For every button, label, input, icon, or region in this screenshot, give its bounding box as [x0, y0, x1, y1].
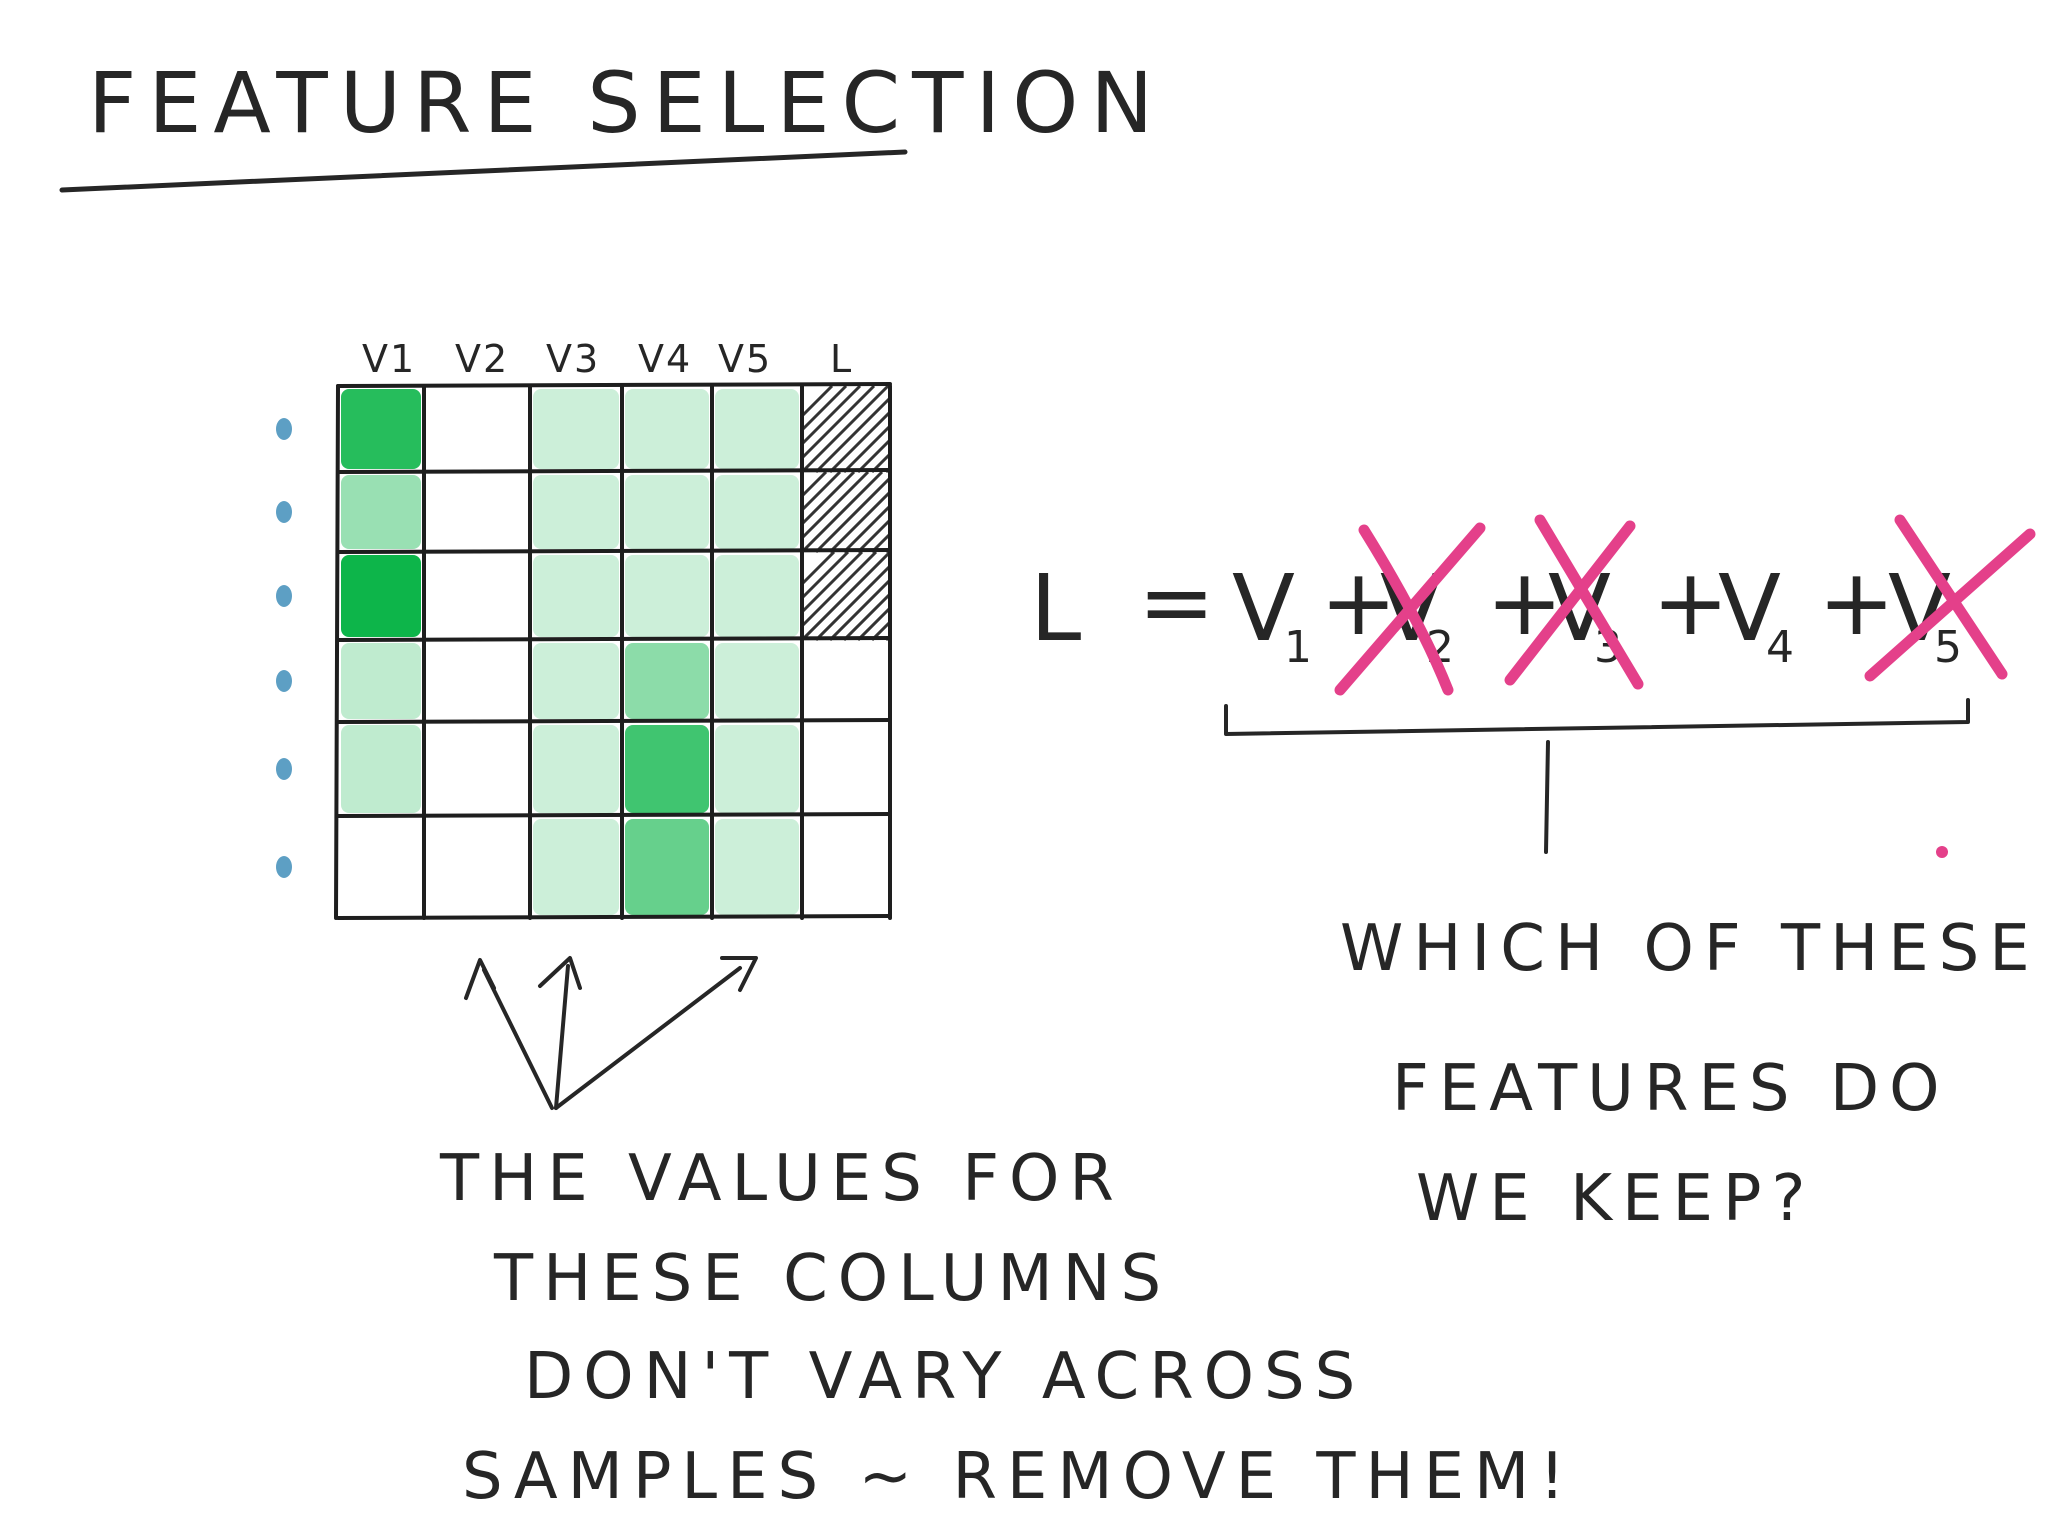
note-left-line-1: THE VALUES FOR [439, 1142, 1124, 1216]
label-hatching [800, 384, 892, 642]
row-marker-5 [276, 758, 292, 780]
matrix-cell-r4-v5 [715, 643, 799, 719]
arrowhead-v2-icon [464, 958, 496, 1000]
plus-4: + [1818, 549, 1899, 656]
grid-horizontal-line [336, 718, 892, 724]
term-v4-index: 4 [1766, 622, 1800, 673]
title-underline [59, 149, 908, 193]
note-right: WHICH OF THESE FEATURES DO WE KEEP? [1340, 912, 2040, 1236]
note-left-line-2: THESE COLUMNS [493, 1242, 1171, 1316]
matrix-cell-r3-v1 [341, 555, 421, 637]
column-header-v3: V3 [546, 337, 600, 381]
matrix-cell-r4-v1 [341, 643, 421, 719]
grid-horizontal-line [336, 382, 892, 388]
term-v1-index: 1 [1284, 622, 1318, 673]
arrowhead-v5-icon [720, 956, 758, 992]
arrow-to-v5 [554, 966, 742, 1110]
plus-2: + [1486, 549, 1567, 656]
row-marker-4 [276, 670, 292, 692]
matrix-cell-r5-v4 [625, 725, 709, 813]
label-cell-hatch-r3 [800, 550, 892, 642]
matrix-cell-r4-v4 [625, 643, 709, 719]
matrix-cell-r1-v3 [533, 389, 619, 469]
grid-horizontal-line [336, 548, 892, 554]
matrix-cell-r1-v4 [625, 389, 709, 469]
note-left-line-4: SAMPLES ~ REMOVE THEM! [462, 1440, 1575, 1514]
note-left: THE VALUES FOR THESE COLUMNS DON'T VARY … [439, 1142, 1575, 1514]
matrix-cell-r6-v4 [625, 819, 709, 915]
row-marker-6 [276, 856, 292, 878]
matrix-cell-r1-v5 [715, 389, 799, 469]
term-v1-letter: V [1232, 555, 1299, 662]
grid-horizontal-line [336, 812, 892, 818]
note-right-line-1: WHICH OF THESE [1340, 912, 2040, 986]
note-right-line-2: FEATURES DO [1392, 1052, 1950, 1126]
matrix-cells [341, 389, 799, 915]
matrix-cell-r6-v5 [715, 819, 799, 915]
equation-bracket [1224, 698, 1970, 736]
column-header-v1: V1 [362, 337, 416, 381]
label-cell-hatch-r1 [800, 384, 892, 474]
equation-equals: = [1138, 549, 1219, 656]
pink-dot [1936, 846, 1948, 858]
cross-v3-icon-stroke-2 [1534, 514, 1644, 690]
matrix-cell-r2-v1 [341, 475, 421, 549]
cross-v5-icon-stroke-2 [1894, 514, 2008, 680]
matrix-cell-r1-v1 [341, 389, 421, 469]
arrow-to-v3 [554, 964, 570, 1110]
matrix-cell-r2-v4 [625, 475, 709, 549]
matrix-cell-r3-v5 [715, 555, 799, 637]
arrowhead-v3-icon [538, 956, 582, 990]
feature-matrix: V1 V2 V3 V4 V5 L [276, 337, 892, 920]
matrix-cell-r5-v1 [341, 725, 421, 813]
column-headers: V1 V2 V3 V4 V5 L [362, 337, 853, 381]
cross-v3-icon [1504, 520, 1636, 686]
row-marker-1 [276, 418, 292, 440]
bracket-stem [1544, 740, 1550, 854]
arrow-to-v2 [482, 968, 554, 1110]
row-marker-2 [276, 501, 292, 523]
matrix-cell-r6-v3 [533, 819, 619, 915]
matrix-cell-r5-v3 [533, 725, 619, 813]
column-header-v2: V2 [455, 337, 509, 381]
row-marker-3 [276, 585, 292, 607]
matrix-cell-r3-v4 [625, 555, 709, 637]
matrix-cell-r5-v5 [715, 725, 799, 813]
equation: L = V 1 + V 2 + V 3 + V 4 + V 5 [1030, 514, 2036, 854]
column-header-v4: V4 [638, 337, 692, 381]
row-markers [276, 418, 292, 878]
grid-horizontal-line [336, 468, 892, 474]
matrix-grid [334, 382, 892, 920]
note-right-line-3: WE KEEP? [1416, 1162, 1815, 1236]
matrix-cell-r4-v3 [533, 643, 619, 719]
grid-vertical-line [334, 384, 340, 920]
equation-lhs: L [1030, 555, 1085, 662]
term-v5-index: 5 [1934, 622, 1968, 673]
arrows-to-columns [464, 956, 758, 1110]
column-header-label: L [830, 337, 853, 381]
matrix-cell-r2-v3 [533, 475, 619, 549]
matrix-cell-r2-v5 [715, 475, 799, 549]
note-left-line-3: DON'T VARY ACROSS [524, 1340, 1365, 1414]
label-cell-hatch-r2 [800, 470, 892, 554]
grid-horizontal-line [336, 914, 892, 920]
cross-v2-icon-stroke-2 [1358, 524, 1454, 696]
grid-horizontal-line [336, 636, 892, 642]
removed-feature-marks [1334, 514, 2036, 696]
term-v4-letter: V [1718, 555, 1785, 662]
page-title: FEATURE SELECTION [88, 54, 1165, 152]
plus-3: + [1652, 549, 1733, 656]
column-header-v5: V5 [718, 337, 772, 381]
matrix-cell-r3-v3 [533, 555, 619, 637]
